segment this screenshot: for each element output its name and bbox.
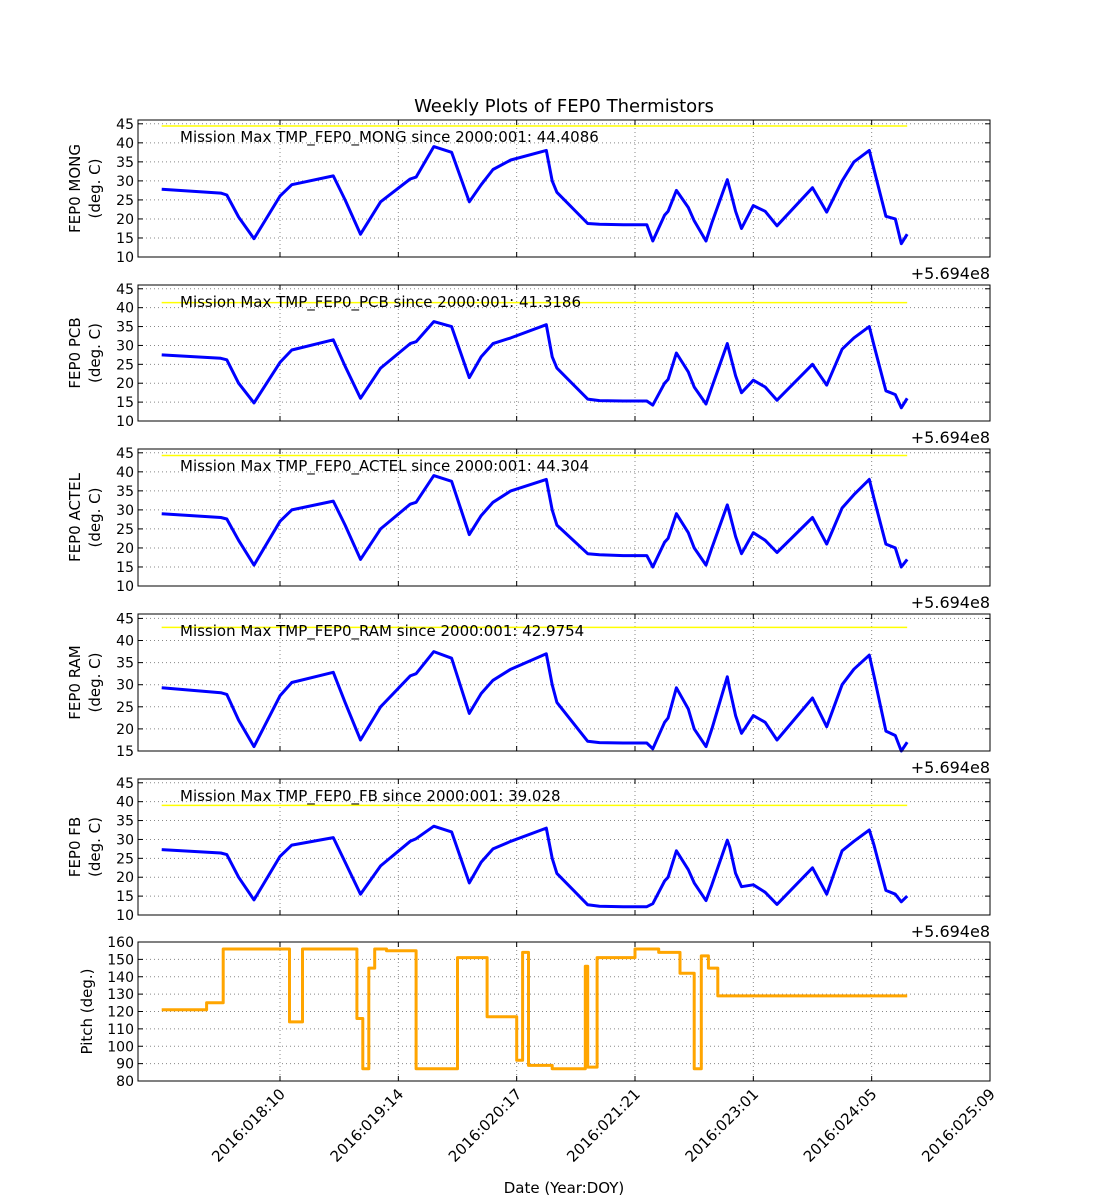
panel-3: 10 15 20 25 30 35 40 45 Mission Max TMP_FEP0_ACT… xyxy=(66,446,991,612)
x-tick-label: 2016:025:09 xyxy=(918,1085,999,1166)
temperature-series-line xyxy=(161,650,909,753)
y-tick-label: 10 xyxy=(116,579,134,595)
mission-max-annotation: Mission Max TMP_FEP0_PCB since 2000:001:… xyxy=(180,293,581,312)
panels: 10 15 20 25 30 35 40 45 Mission Max TMP_FEP0_MON… xyxy=(66,117,991,1090)
y-tick-label: 20 xyxy=(116,722,134,738)
mission-max-annotation: Mission Max TMP_FEP0_RAM since 2000:001:… xyxy=(180,622,584,641)
y-axis-label: Pitch (deg.) xyxy=(78,968,96,1054)
temperature-series-line xyxy=(161,824,909,909)
y-axis-unit-label: (deg. C) xyxy=(86,488,104,548)
y-tick-label: 20 xyxy=(116,541,134,557)
x-offset-label: +5.694e8 xyxy=(911,264,990,283)
plot-frame xyxy=(137,778,991,916)
y-axis-label: FEP0 RAM xyxy=(66,645,84,719)
x-tick-label: 2016:024:05 xyxy=(800,1085,881,1166)
y-axis-label: FEP0 PCB xyxy=(66,317,84,388)
panel-4: 15 20 25 30 35 40 45 Mission Max TMP_FEP0_RAM s… xyxy=(66,611,991,777)
x-axis-label: Date (Year:DOY) xyxy=(504,1179,625,1197)
temperature-series-line xyxy=(161,474,909,569)
y-tick-label: 45 xyxy=(116,117,134,133)
y-tick-label: 25 xyxy=(116,851,134,867)
y-tick-label: 30 xyxy=(116,832,134,848)
y-tick-label: 35 xyxy=(116,155,134,171)
y-tick-label: 40 xyxy=(116,136,134,152)
y-tick-label: 25 xyxy=(116,193,134,209)
panel-1: 10 15 20 25 30 35 40 45 Mission Max TMP_FEP0_MON… xyxy=(66,117,991,283)
mission-max-annotation: Mission Max TMP_FEP0_MONG since 2000:001… xyxy=(180,128,599,147)
y-tick-label: 15 xyxy=(116,744,134,760)
plot-frame xyxy=(137,284,991,422)
y-tick-label: 90 xyxy=(116,1057,134,1073)
y-axis-label: FEP0 FB xyxy=(66,817,84,877)
mission-max-annotation: Mission Max TMP_FEP0_ACTEL since 2000:00… xyxy=(180,457,589,476)
y-tick-label: 15 xyxy=(116,395,134,411)
y-tick-label: 45 xyxy=(116,776,134,792)
y-axis-unit-label: (deg. C) xyxy=(86,159,104,219)
y-tick-label: 40 xyxy=(116,465,134,481)
y-tick-label: 35 xyxy=(116,484,134,500)
y-tick-label: 80 xyxy=(116,1074,134,1090)
plot-frame xyxy=(137,613,991,752)
y-tick-label: 30 xyxy=(116,678,134,694)
temperature-series-line xyxy=(161,145,909,246)
y-tick-label: 25 xyxy=(116,357,134,373)
y-tick-label: 35 xyxy=(116,814,134,830)
y-tick-label: 140 xyxy=(107,970,134,986)
plot-frame xyxy=(137,941,991,1082)
y-tick-label: 130 xyxy=(107,987,134,1003)
x-tick-label: 2016:019:14 xyxy=(327,1085,408,1166)
y-tick-label: 45 xyxy=(116,446,134,462)
y-tick-label: 35 xyxy=(116,320,134,336)
x-offset-label: +5.694e8 xyxy=(911,593,990,612)
mission-max-annotation: Mission Max TMP_FEP0_FB since 2000:001: … xyxy=(180,787,561,806)
y-axis-label: FEP0 ACTEL xyxy=(66,472,84,562)
plot-frame xyxy=(137,119,991,258)
y-tick-label: 20 xyxy=(116,212,134,228)
y-tick-label: 20 xyxy=(116,870,134,886)
y-tick-label: 40 xyxy=(116,301,134,317)
y-tick-label: 30 xyxy=(116,503,134,519)
y-tick-label: 160 xyxy=(107,935,134,951)
panel-5: 10 15 20 25 30 35 40 45 Mission Max TMP_FEP0_FB … xyxy=(66,776,991,941)
figure-title: Weekly Plots of FEP0 Thermistors xyxy=(414,96,714,117)
y-tick-label: 100 xyxy=(107,1039,134,1055)
x-tick-label: 2016:021:21 xyxy=(563,1085,644,1166)
y-axis-unit-label: (deg. C) xyxy=(86,323,104,383)
x-offset-label: +5.694e8 xyxy=(911,922,990,941)
x-tick-labels: 2016:018:10 2016:019:14 2016:020:17 2016:02… xyxy=(208,1085,999,1166)
y-axis-label: FEP0 MONG xyxy=(66,144,84,233)
x-tick-label: 2016:018:10 xyxy=(208,1085,289,1166)
y-tick-label: 30 xyxy=(116,338,134,354)
y-axis-unit-label: (deg. C) xyxy=(86,653,104,713)
y-tick-label: 45 xyxy=(116,611,134,627)
y-tick-label: 110 xyxy=(107,1022,134,1038)
y-tick-label: 45 xyxy=(116,282,134,298)
y-axis-unit-label: (deg. C) xyxy=(86,817,104,877)
y-tick-label: 10 xyxy=(116,250,134,266)
x-offset-label: +5.694e8 xyxy=(911,428,990,447)
y-tick-label: 20 xyxy=(116,376,134,392)
y-tick-label: 35 xyxy=(116,656,134,672)
y-tick-label: 15 xyxy=(116,889,134,905)
y-tick-label: 120 xyxy=(107,1005,134,1021)
pitch-series-line xyxy=(161,947,908,1071)
panel-2: 10 15 20 25 30 35 40 45 Mission Max TMP_FEP0_PCB… xyxy=(66,282,991,447)
y-tick-label: 25 xyxy=(116,522,134,538)
y-tick-label: 15 xyxy=(116,231,134,247)
x-tick-label: 2016:020:17 xyxy=(445,1085,526,1166)
y-tick-label: 15 xyxy=(116,560,134,576)
y-tick-label: 25 xyxy=(116,700,134,716)
plot-frame xyxy=(137,448,991,587)
x-offset-label: +5.694e8 xyxy=(911,758,990,777)
y-tick-label: 40 xyxy=(116,634,134,650)
x-tick-label: 2016:023:01 xyxy=(682,1085,763,1166)
y-tick-label: 40 xyxy=(116,795,134,811)
y-tick-label: 150 xyxy=(107,952,134,968)
y-tick-label: 30 xyxy=(116,174,134,190)
temperature-series-line xyxy=(161,320,909,410)
y-tick-label: 10 xyxy=(116,908,134,924)
y-tick-label: 10 xyxy=(116,414,134,430)
